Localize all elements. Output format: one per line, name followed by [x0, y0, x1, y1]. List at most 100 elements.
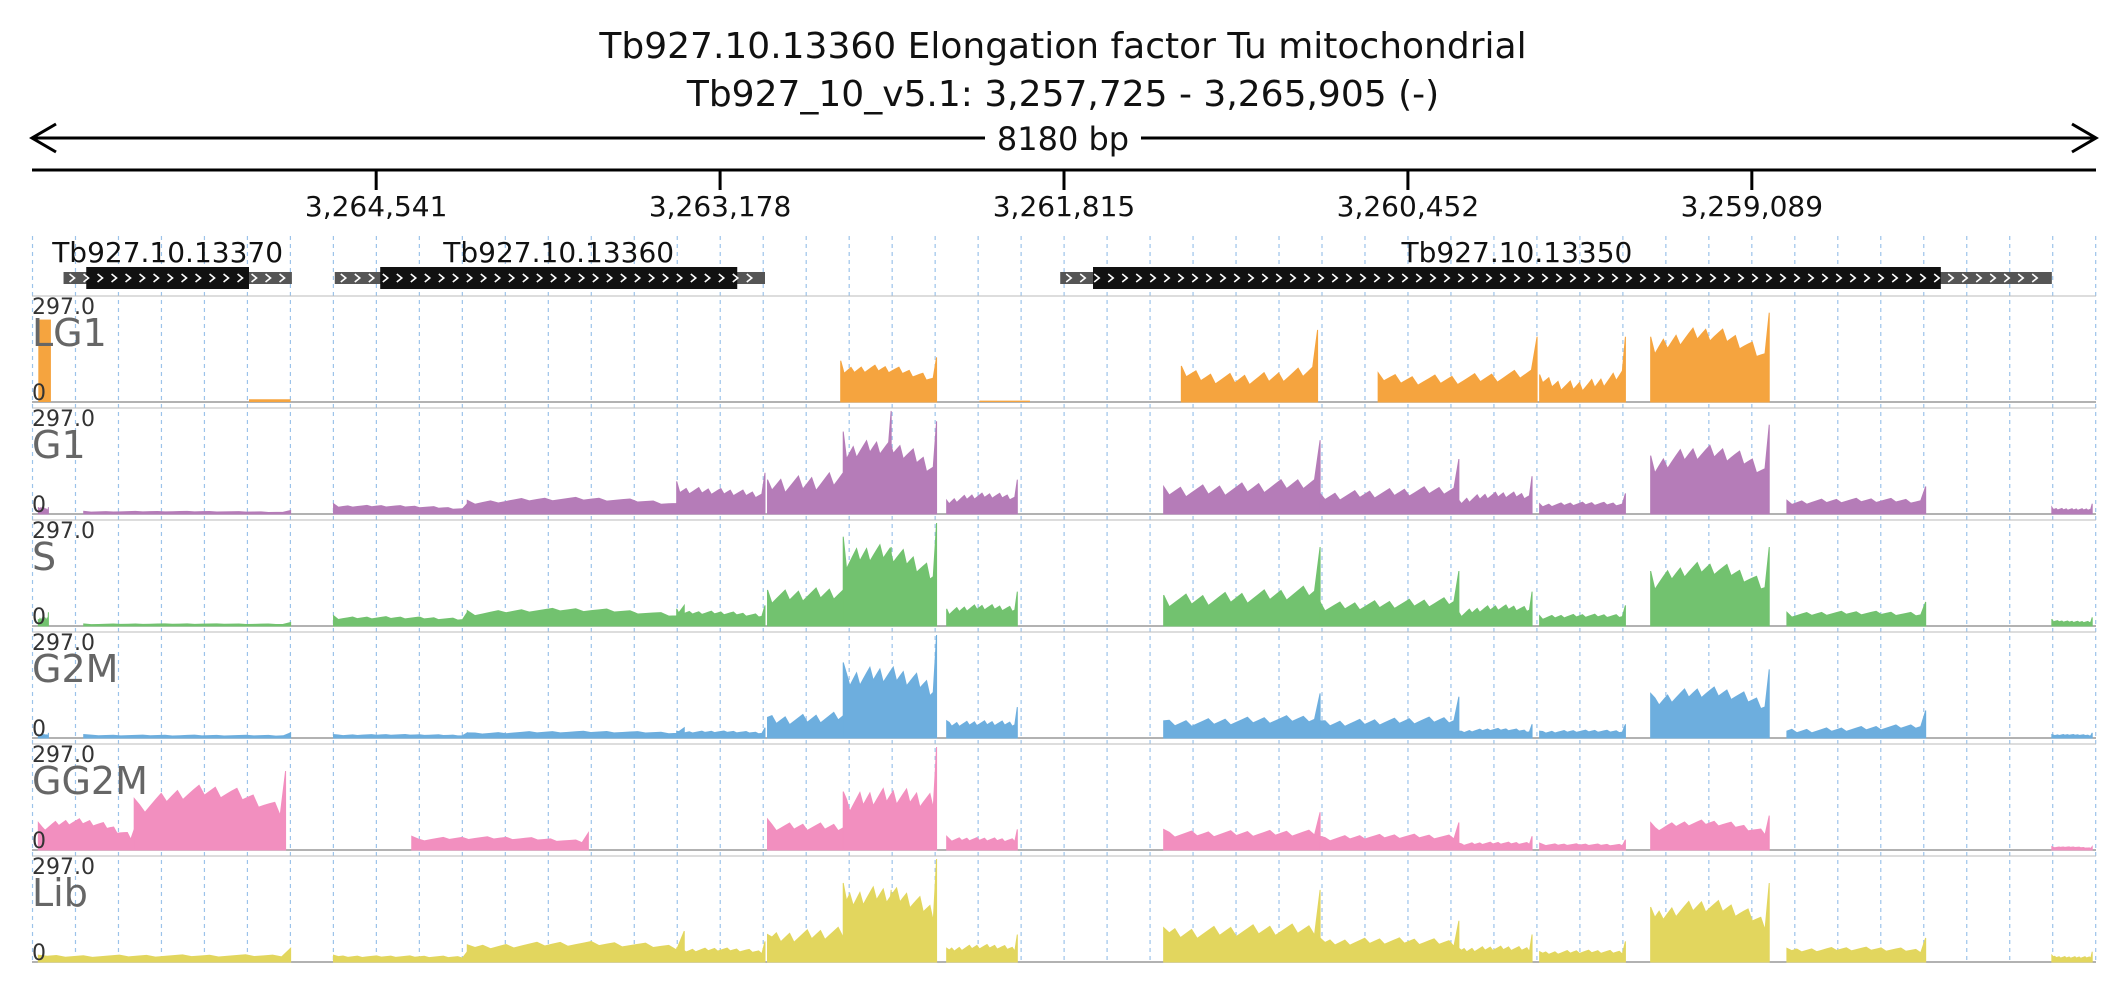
- track-name-label: GG2M: [32, 759, 148, 803]
- vertical-gridlines: [31, 236, 2097, 962]
- coverage-area: [842, 522, 938, 627]
- span-length-label: 8180 bp: [997, 120, 1129, 158]
- coverage-area: [1163, 889, 1321, 963]
- coverage-area: [1377, 336, 1538, 403]
- locus-subtitle: Tb927_10_v5.1: 3,257,725 - 3,265,905 (-): [686, 74, 1439, 115]
- coverage-area: [676, 605, 766, 627]
- coverage-area: [2051, 951, 2093, 963]
- coverage-area: [1319, 696, 1460, 739]
- coverage-area: [1163, 693, 1321, 739]
- ruler-tick-label: 3,264,541: [305, 190, 448, 223]
- gene-cds: [380, 267, 738, 289]
- coverage-area: [37, 506, 49, 515]
- track-ymin-label: 0: [32, 717, 46, 742]
- coverage-area: [1319, 822, 1460, 851]
- coverage-area: [842, 421, 938, 515]
- gene-cds: [86, 267, 249, 289]
- span-arrowhead-right: [2071, 122, 2099, 154]
- coverage-track-g1: 297.0G1 0: [32, 407, 2096, 518]
- coverage-area: [1458, 836, 1533, 851]
- coverage-area: [133, 770, 287, 851]
- coverage-area: [1458, 934, 1533, 963]
- track-name-label: G2M: [32, 647, 118, 691]
- coverage-area: [37, 947, 292, 963]
- ruler-tick-label: 3,259,089: [1681, 190, 1824, 223]
- coverage-area: [1786, 486, 1927, 515]
- coverage-area: [946, 707, 1018, 739]
- coverage-area: [1786, 710, 1927, 739]
- coverage-area: [676, 472, 766, 515]
- coverage-area: [1650, 815, 1770, 851]
- track-ymax-label: 297.0: [32, 855, 95, 880]
- coverage-area: [842, 634, 938, 739]
- coverage-area: [466, 726, 685, 739]
- ruler-tick-label: 3,263,178: [649, 190, 792, 223]
- track-ymax-label: 297.0: [32, 519, 95, 544]
- coverage-area: [1163, 440, 1321, 515]
- ruler-tick-label: 3,261,815: [993, 190, 1136, 223]
- coverage-area: [1650, 882, 1770, 963]
- track-ymax-label: 297.0: [32, 295, 95, 320]
- coverage-bar: [248, 399, 291, 402]
- strand-arrows: [340, 273, 754, 283]
- coverage-area: [1650, 424, 1770, 515]
- gene-model[interactable]: Tb927.10.13370: [51, 236, 292, 289]
- gene-name-label: Tb927.10.13350: [1401, 236, 1633, 269]
- coverage-area: [1786, 601, 1927, 627]
- coverage-area: [676, 941, 766, 963]
- coverage-area: [946, 829, 1018, 851]
- coverage-area: [411, 831, 589, 851]
- strand-arrows: [69, 273, 286, 283]
- ruler-ticks: 3,264,541 3,263,178 3,261,815 3,260,452 3,25…: [305, 170, 1823, 223]
- coverage-area: [946, 479, 1018, 515]
- coverage-area: [2051, 845, 2093, 851]
- track-ymin-label: 0: [32, 493, 46, 518]
- coverage-bar: [979, 400, 1030, 402]
- span-indicator: 8180 bp: [29, 120, 2099, 158]
- coverage-area: [1180, 329, 1319, 403]
- coverage-area: [83, 621, 292, 627]
- coverage-area: [1786, 937, 1927, 963]
- coverage-area: [1458, 724, 1533, 739]
- gene-model[interactable]: Tb927.10.13350: [1060, 236, 2052, 289]
- track-ymax-label: 297.0: [32, 407, 95, 432]
- coverage-area: [1319, 570, 1460, 627]
- gene-track: Tb927.10.13370 Tb927.10.13360 Tb927.10.133…: [51, 236, 2052, 289]
- track-ymin-label: 0: [32, 605, 46, 630]
- coverage-area: [333, 731, 468, 739]
- coverage-track-s: 297.0S 0: [32, 519, 2096, 630]
- coverage-area: [333, 610, 468, 627]
- coverage-bar: [38, 319, 51, 402]
- span-label-background: [985, 120, 1141, 156]
- track-ymin-label: 0: [32, 381, 46, 406]
- coverage-area: [1163, 812, 1321, 851]
- track-ymax-label: 297.0: [32, 631, 95, 656]
- gene-model[interactable]: Tb927.10.13360: [334, 236, 765, 289]
- coverage-area: [1539, 941, 1626, 963]
- track-name-label: LG1: [32, 311, 107, 355]
- coverage-area: [1319, 458, 1460, 515]
- coverage-tracks: 297.0LG10297.0G10297.0S0297.0G2M0297.0GG…: [32, 295, 2096, 966]
- coverage-area: [1650, 669, 1770, 739]
- coverage-area: [333, 502, 468, 515]
- track-name-label: Lib: [32, 871, 88, 915]
- coverage-area: [466, 491, 685, 515]
- coverage-area: [842, 746, 938, 851]
- coverage-area: [1650, 312, 1770, 403]
- coverage-area: [1650, 546, 1770, 627]
- coverage-area: [333, 950, 468, 963]
- coverage-area: [1539, 724, 1626, 739]
- coverage-area: [37, 818, 135, 851]
- coverage-area: [2051, 617, 2093, 627]
- coverage-area: [1539, 605, 1626, 627]
- coverage-area: [946, 934, 1018, 963]
- track-name-label: S: [32, 535, 56, 579]
- coverage-area: [676, 727, 766, 739]
- coverage-area: [466, 930, 685, 963]
- coverage-area: [2051, 503, 2093, 515]
- coverage-area: [1319, 920, 1460, 963]
